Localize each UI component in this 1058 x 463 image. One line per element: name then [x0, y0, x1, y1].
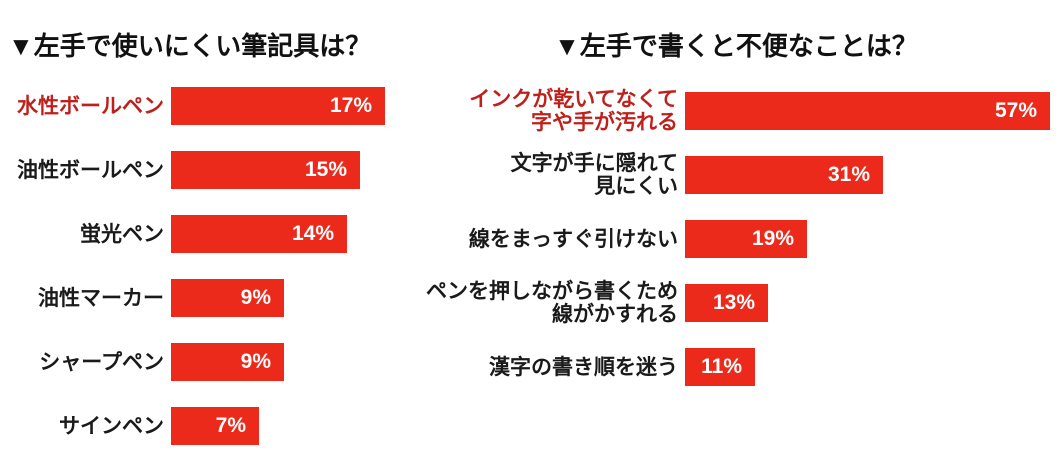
bar-row: ペンを押しながら書くため 線がかすれる 13%: [420, 271, 1052, 335]
value-label: 7%: [215, 414, 246, 437]
bar: 14%: [171, 215, 347, 253]
bar: 19%: [685, 220, 807, 258]
category-label: サインペン: [59, 414, 164, 438]
bar-row: サインペン 7%: [8, 394, 408, 458]
category-label: 油性マーカー: [38, 286, 164, 310]
category-label: 油性ボールペン: [17, 158, 164, 182]
bar-row: 油性ボールペン 15%: [8, 138, 408, 202]
category-label: 文字が手に隠れて 見にくい: [510, 152, 678, 198]
bar-row: 漢字の書き順を迷う 11%: [420, 335, 1052, 399]
value-label: 57%: [994, 99, 1037, 122]
value-label: 15%: [304, 158, 347, 181]
bar-rows: インクが乾いてなくて 字や手が汚れる 57% 文字が手に隠れて 見にくい 31% 線をま…: [420, 79, 1052, 399]
bar-chart-hard-to-use-pens: ▼左手で使いにくい筆記具は？ 水性ボールペン 17% 油性ボールペン 15% 蛍光ペン 1…: [8, 30, 408, 458]
bar: 9%: [171, 279, 284, 317]
bar: 9%: [171, 343, 284, 381]
bar-row: シャープペン 9%: [8, 330, 408, 394]
bar-row: インクが乾いてなくて 字や手が汚れる 57%: [420, 79, 1052, 143]
bar-row: 線をまっすぐ引けない 19%: [420, 207, 1052, 271]
chart-title: ▼左手で使いにくい筆記具は？: [8, 31, 372, 61]
chart-title: ▼左手で書くと不便なことは？: [554, 31, 918, 61]
bar-rows: 水性ボールペン 17% 油性ボールペン 15% 蛍光ペン 14% 油性マーカー 9% シャープペ…: [8, 74, 408, 458]
value-label: 31%: [827, 163, 870, 186]
value-label: 9%: [240, 286, 271, 309]
bar: 31%: [685, 156, 883, 194]
bar: 17%: [171, 87, 385, 125]
category-label: 水性ボールペン: [17, 94, 164, 118]
bar: 57%: [685, 92, 1050, 130]
category-label: シャープペン: [39, 350, 164, 374]
value-label: 13%: [712, 291, 755, 314]
bar-row: 水性ボールペン 17%: [8, 74, 408, 138]
bar: 15%: [171, 151, 360, 189]
category-label: ペンを押しながら書くため 線がかすれる: [426, 280, 678, 326]
bar-row: 油性マーカー 9%: [8, 266, 408, 330]
bar: 7%: [171, 407, 259, 445]
value-label: 11%: [701, 355, 742, 378]
bar-chart-left-hand-inconveniences: ▼左手で書くと不便なことは？ インクが乾いてなくて 字や手が汚れる 57% 文字が手…: [420, 30, 1052, 399]
value-label: 17%: [329, 94, 372, 117]
category-label: 蛍光ペン: [80, 222, 164, 246]
category-label: 漢字の書き順を迷う: [489, 355, 678, 379]
category-label: インクが乾いてなくて 字や手が汚れる: [469, 88, 678, 134]
bar: 13%: [685, 284, 768, 322]
bar: 11%: [685, 348, 755, 386]
bar-row: 蛍光ペン 14%: [8, 202, 408, 266]
value-label: 9%: [240, 350, 271, 373]
value-label: 14%: [291, 222, 334, 245]
bar-row: 文字が手に隠れて 見にくい 31%: [420, 143, 1052, 207]
value-label: 19%: [751, 227, 794, 250]
category-label: 線をまっすぐ引けない: [468, 227, 678, 251]
